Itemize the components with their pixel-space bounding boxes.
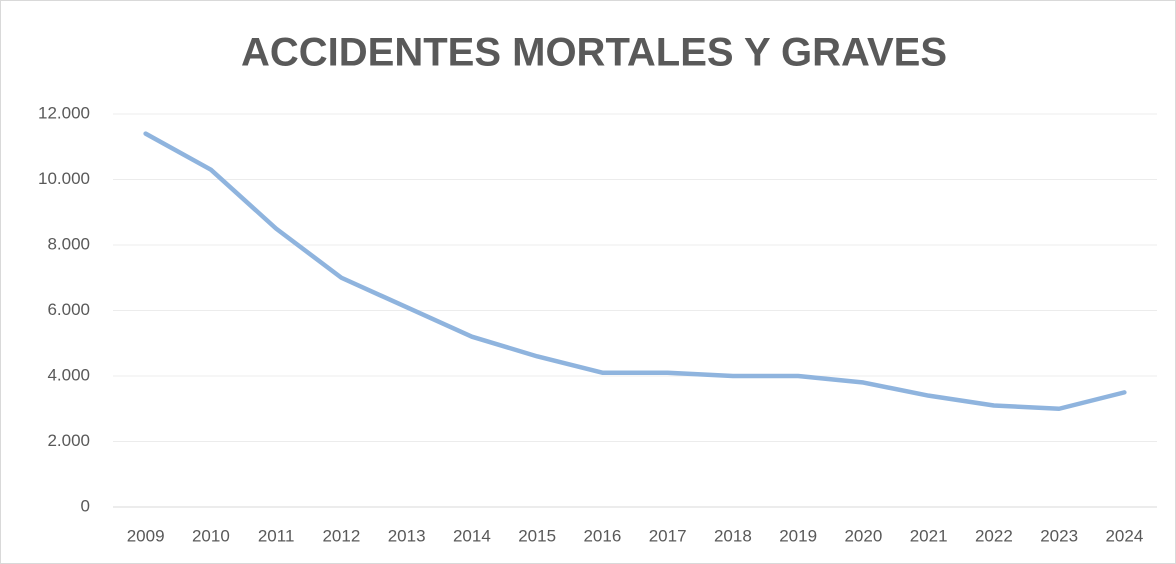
y-tick-label: 4.000 — [47, 365, 90, 384]
x-tick-label: 2013 — [388, 526, 426, 545]
y-tick-label: 10.000 — [38, 169, 90, 188]
y-tick-label: 12.000 — [38, 103, 90, 122]
y-tick-label: 6.000 — [47, 300, 90, 319]
x-tick-label: 2012 — [322, 526, 360, 545]
x-tick-label: 2015 — [518, 526, 556, 545]
x-tick-label: 2014 — [453, 526, 491, 545]
x-tick-label: 2009 — [127, 526, 165, 545]
y-tick-label: 8.000 — [47, 234, 90, 253]
x-tick-label: 2021 — [910, 526, 948, 545]
x-tick-label: 2023 — [1040, 526, 1078, 545]
x-tick-label: 2022 — [975, 526, 1013, 545]
x-tick-label: 2020 — [844, 526, 882, 545]
y-tick-label: 0 — [81, 496, 90, 515]
x-tick-label: 2016 — [583, 526, 621, 545]
x-tick-label: 2018 — [714, 526, 752, 545]
x-tick-label: 2024 — [1105, 526, 1143, 545]
x-tick-label: 2011 — [258, 526, 295, 545]
chart-title: ACCIDENTES MORTALES Y GRAVES — [241, 31, 947, 75]
x-tick-label: 2010 — [192, 526, 230, 545]
x-tick-label: 2017 — [649, 526, 687, 545]
x-tick-label: 2019 — [779, 526, 817, 545]
line-series — [143, 131, 1127, 411]
y-tick-label: 2.000 — [47, 431, 90, 450]
